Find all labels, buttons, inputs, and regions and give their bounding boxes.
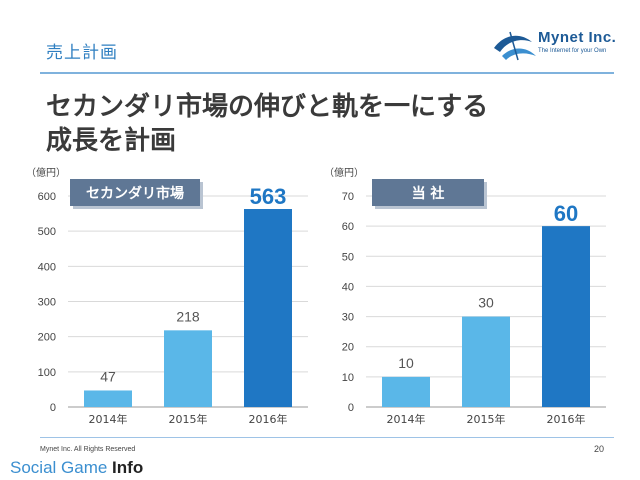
header-divider <box>40 72 614 74</box>
bar-2014年 <box>382 376 430 407</box>
x-tick-label: 2014年 <box>89 412 128 426</box>
y-tick-label: 500 <box>38 226 56 238</box>
data-label: 47 <box>100 368 116 384</box>
y-tick-label: 300 <box>38 297 56 309</box>
secondary-market-chart: （億円） 0 100 200 300 400 500 600 47 2014年 218 2015年 56… <box>26 166 308 426</box>
headline-line-1: セカンダリ市場の伸びと軌を一にする <box>46 92 489 122</box>
headline-line-2: 成長を計画 <box>46 126 177 156</box>
bar-2015年 <box>462 316 510 407</box>
page-number: 20 <box>594 444 605 454</box>
y-tick-label: 0 <box>50 402 56 414</box>
chart-title: セカンダリ市場 <box>86 185 184 202</box>
bar-2015年 <box>164 330 212 407</box>
y-tick-label: 30 <box>342 312 354 324</box>
y-tick-label: 20 <box>342 342 354 354</box>
unit-label: （億円） <box>324 166 364 179</box>
y-tick-label: 10 <box>342 372 354 384</box>
y-tick-label: 60 <box>342 221 354 233</box>
logo-text: Mynet Inc. <box>538 29 617 46</box>
bar-2016年 <box>542 226 590 407</box>
data-label: 60 <box>554 201 578 226</box>
bar-2014年 <box>84 390 132 407</box>
data-label: 218 <box>176 308 200 324</box>
y-tick-label: 600 <box>38 191 56 203</box>
y-tick-label: 100 <box>38 367 56 379</box>
data-label: 563 <box>250 184 287 209</box>
chart-title-badge <box>372 179 484 206</box>
x-tick-label: 2016年 <box>547 412 586 426</box>
unit-label: （億円） <box>26 166 66 179</box>
y-tick-label: 40 <box>342 281 354 293</box>
watermark-logo: Social Game Info <box>10 458 143 478</box>
company-sales-chart: （億円） 0 10 20 30 40 50 60 70 10 2014年 30 2015年 60 2016年… <box>324 166 606 426</box>
y-tick-label: 200 <box>38 332 56 344</box>
data-label: 30 <box>478 295 494 311</box>
chart-title-badge <box>70 179 200 206</box>
x-tick-label: 2015年 <box>467 412 506 426</box>
y-tick-label: 400 <box>38 261 56 273</box>
watermark-bold: Info <box>112 458 144 477</box>
x-tick-label: 2015年 <box>169 412 208 426</box>
mynet-logo <box>494 31 536 61</box>
footer-divider <box>40 437 614 438</box>
y-tick-label: 70 <box>342 191 354 203</box>
y-tick-label: 50 <box>342 251 354 263</box>
x-tick-label: 2014年 <box>387 412 426 426</box>
section-title: 売上計画 <box>46 43 118 63</box>
x-tick-label: 2016年 <box>249 412 288 426</box>
chart-title: 当 社 <box>412 185 445 202</box>
copyright-text: Mynet Inc. All Rights Reserved <box>40 446 136 453</box>
bar-2016年 <box>244 209 292 407</box>
watermark-main: Social Game <box>10 458 113 477</box>
data-label: 10 <box>398 355 414 371</box>
y-tick-label: 0 <box>348 402 354 414</box>
logo-tagline: The Internet for your Own <box>538 48 607 54</box>
